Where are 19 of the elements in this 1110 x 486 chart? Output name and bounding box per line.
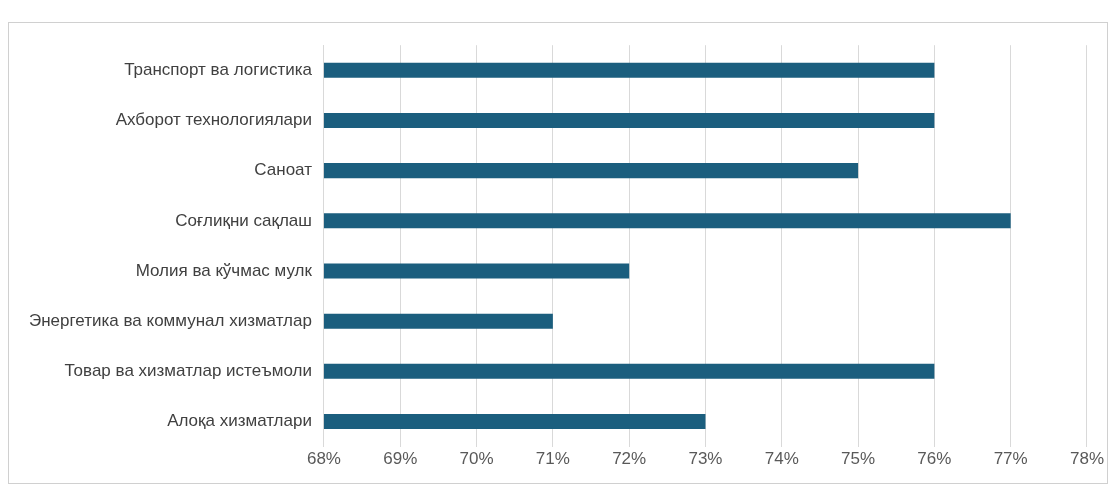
- y-tick-label: Молия ва кўчмас мулк: [135, 260, 313, 280]
- x-tick-label: 76%: [917, 449, 952, 469]
- x-tick-label: 73%: [688, 449, 723, 469]
- y-tick-label: Энергетика ва коммунал хизматлар: [28, 310, 312, 330]
- x-tick-label: 68%: [306, 449, 341, 469]
- x-tick-label: 75%: [841, 449, 876, 469]
- x-tick-label: 70%: [459, 449, 494, 469]
- x-tick-label: 69%: [383, 449, 418, 469]
- x-tick-label: 71%: [535, 449, 570, 469]
- x-tick-label: 78%: [1069, 449, 1104, 469]
- x-tick-label: 74%: [764, 449, 799, 469]
- y-tick-label: Ахборот технологиялари: [115, 110, 312, 130]
- x-tick-label: 72%: [612, 449, 647, 469]
- y-tick-label: Соғлиқни сақлаш: [175, 210, 312, 230]
- y-tick-label: Товар ва хизматлар истеъмоли: [64, 361, 312, 381]
- y-tick-label: Алоқа хизматлари: [167, 411, 312, 431]
- x-tick-label: 77%: [993, 449, 1028, 469]
- y-tick-label: Саноат: [254, 160, 313, 180]
- y-tick-label: Транспорт ва логистика: [124, 59, 313, 79]
